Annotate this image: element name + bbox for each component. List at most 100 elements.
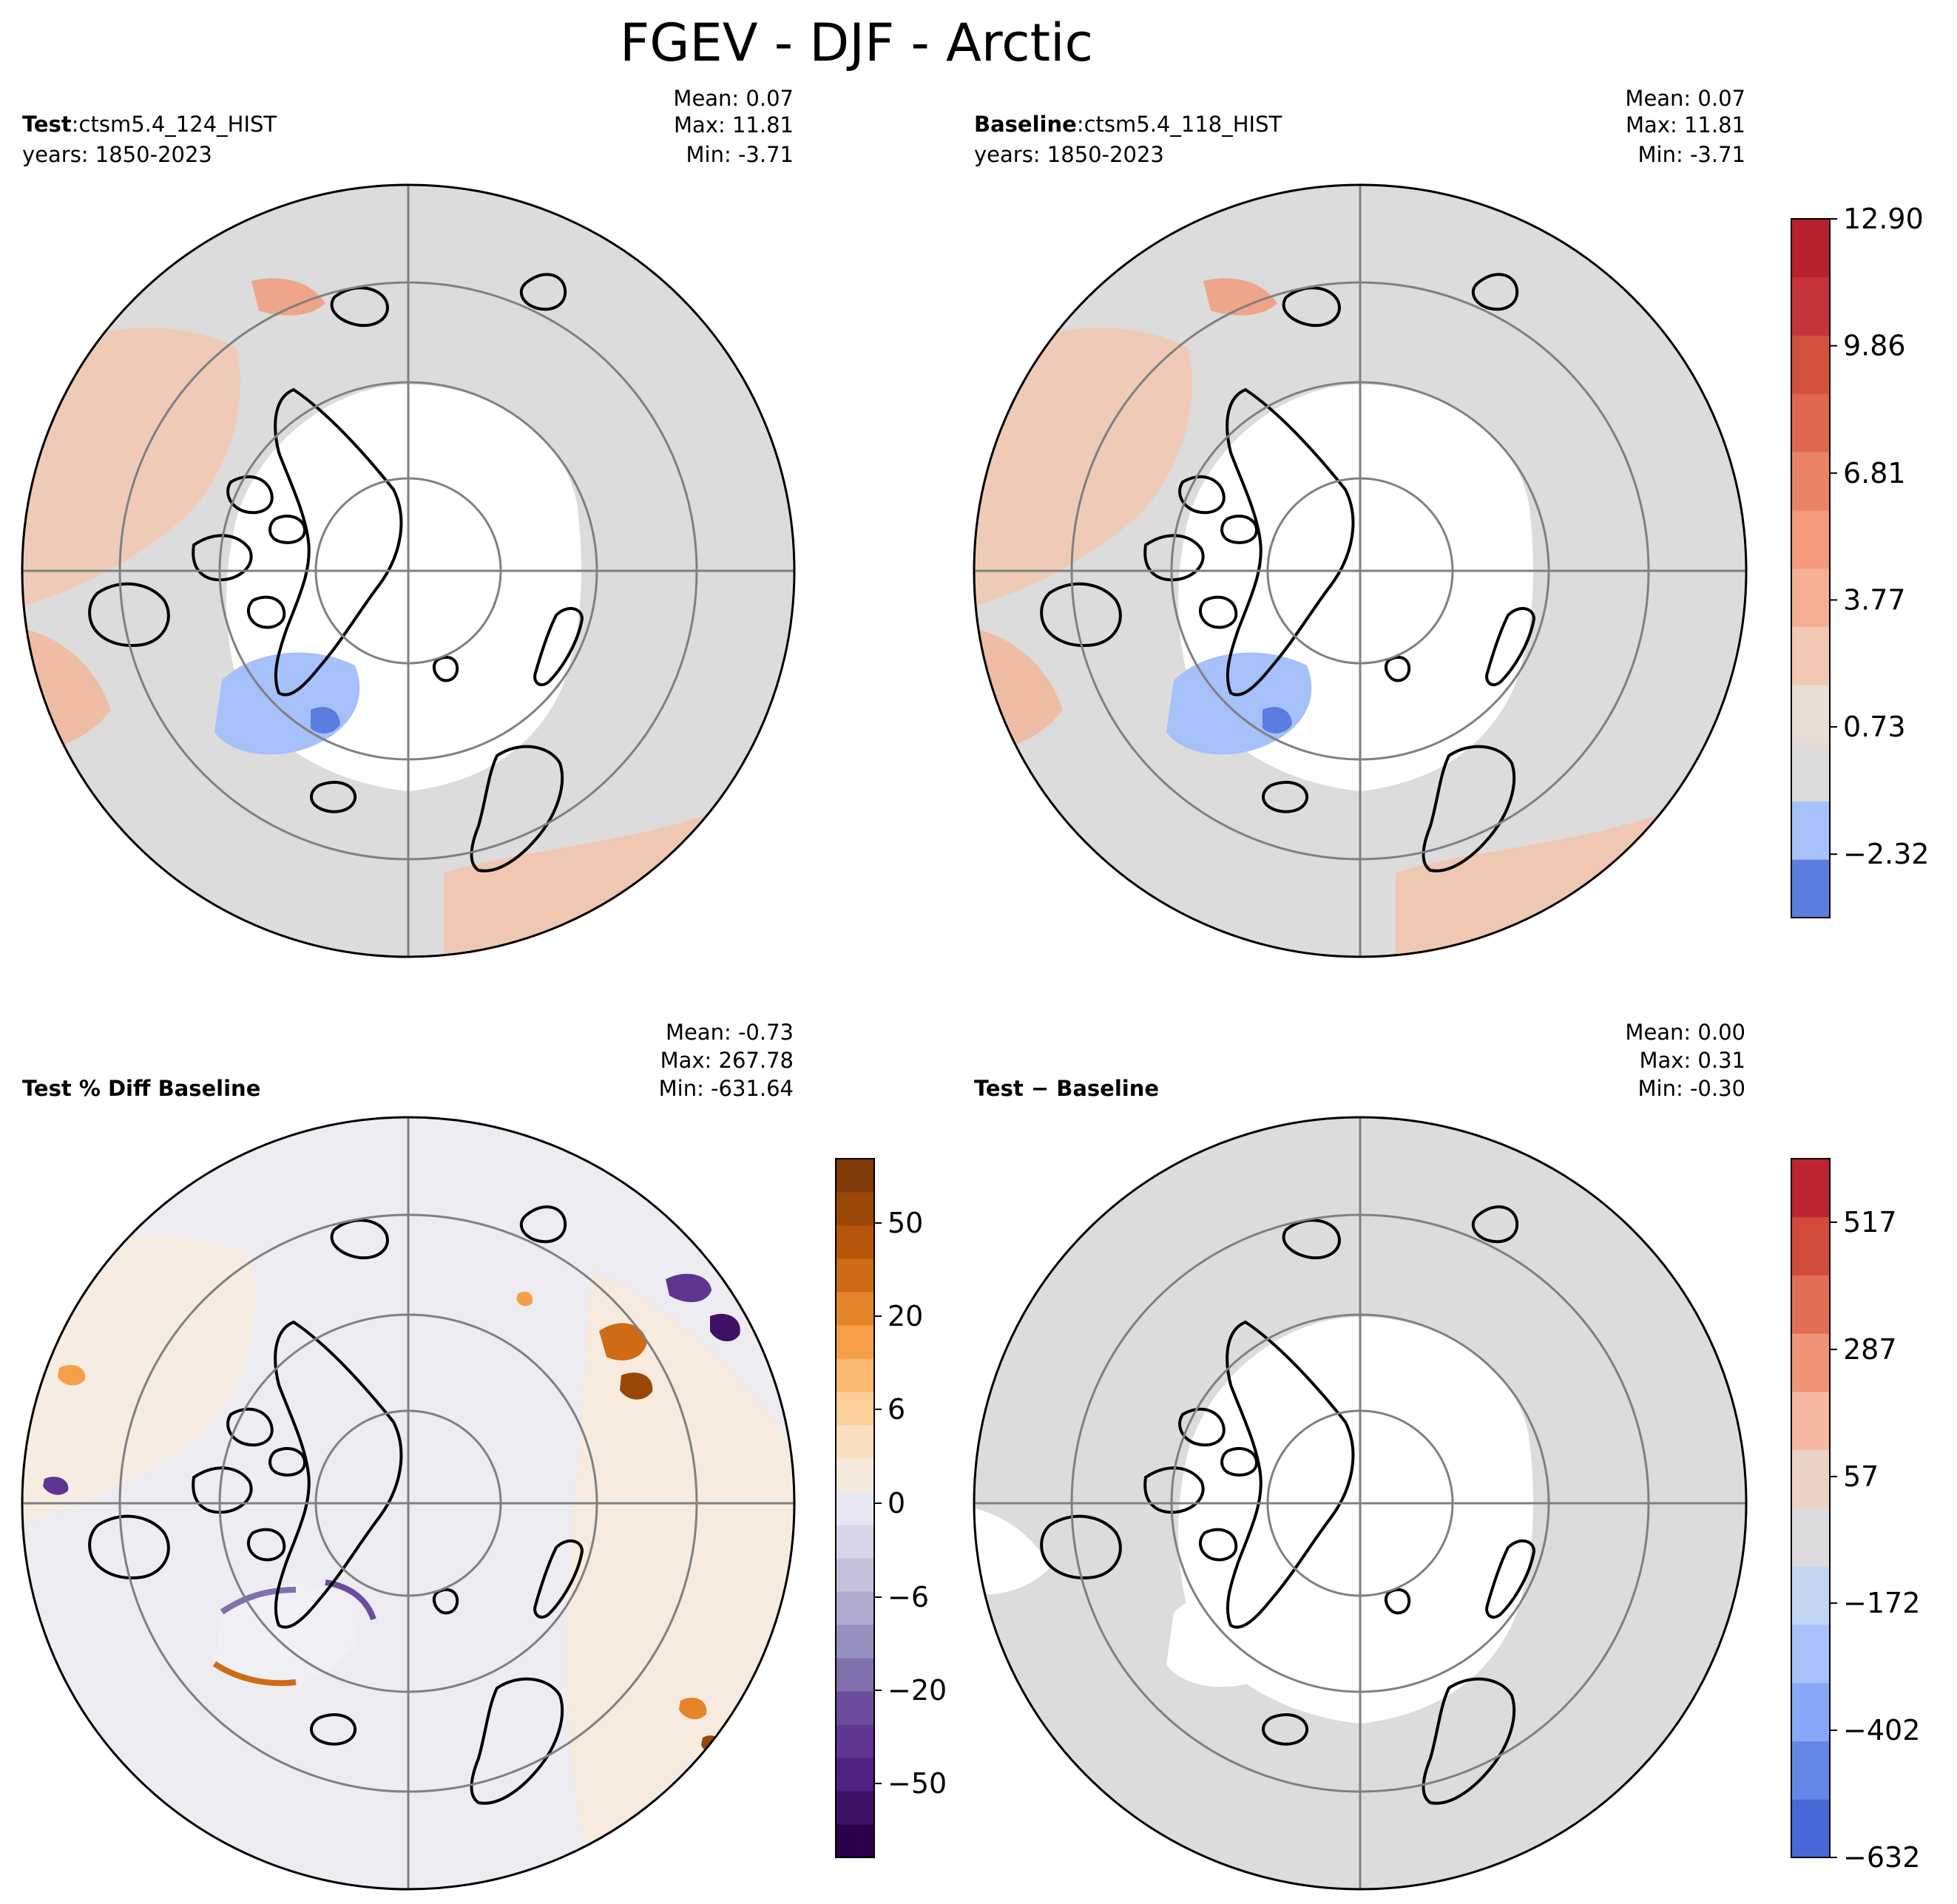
colorbar-percent-diff-segment	[836, 1658, 874, 1692]
colorbar-percent-diff-segment	[836, 1591, 874, 1625]
colorbar-percent-diff-segment	[836, 1392, 874, 1426]
colorbar-percent-diff-segment	[836, 1458, 874, 1492]
panel-difference-boundary	[973, 1116, 1748, 1891]
panel-difference-max: Max: 0.31	[1639, 1048, 1745, 1073]
colorbar-top: 12.90 9.86 6.81 3.77 0.73 −2.32	[1791, 203, 1929, 918]
colorbar-percent-diff-segment	[836, 1425, 874, 1459]
colorbar-top-tick-label: 3.77	[1843, 583, 1906, 616]
panel-baseline-mean: Mean: 0.07	[1625, 86, 1745, 111]
colorbar-top-segment	[1791, 335, 1830, 394]
colorbar-difference-tick-label: −402	[1843, 1714, 1920, 1747]
panel-baseline-header: Baseline:ctsm5.4_118_HIST	[974, 112, 1282, 137]
colorbar-percent-diff-segment	[836, 1491, 874, 1525]
panel-percent-diff: Test % Diff Baseline Mean: -0.73 Max: 26…	[21, 1020, 796, 1891]
panel-difference-graticule	[974, 1117, 1746, 1889]
colorbar-top-segment	[1791, 452, 1830, 511]
panel-difference-label: Test − Baseline	[974, 1076, 1159, 1101]
colorbar-percent-diff: 50 20 6 0 −6 −20 −50	[835, 1158, 947, 1858]
colorbar-top-tick-label: 0.73	[1843, 711, 1906, 743]
panel-test-years: years: 1850-2023	[22, 142, 212, 167]
colorbar-difference-segment	[1791, 1216, 1830, 1275]
colorbar-top-segment	[1791, 277, 1830, 336]
colorbar-difference-segment	[1791, 1625, 1830, 1684]
colorbar-difference-segment	[1791, 1159, 1830, 1218]
colorbar-difference-segment	[1791, 1508, 1830, 1567]
colorbar-difference-segment	[1791, 1566, 1830, 1625]
panel-difference-mean: Mean: 0.00	[1625, 1020, 1745, 1045]
colorbar-percent-diff-segment	[836, 1558, 874, 1592]
colorbar-top-tick-label: −2.32	[1843, 838, 1929, 870]
colorbar-top-tick-label: 12.90	[1843, 203, 1924, 235]
colorbar-percent-diff-segment	[836, 1758, 874, 1792]
colorbar-percent-diff-segment	[836, 1292, 874, 1326]
panel-baseline-max: Max: 11.81	[1626, 112, 1745, 138]
colorbar-percent-diff-tick-label: 20	[888, 1300, 923, 1332]
colorbar-top-segment	[1791, 568, 1830, 627]
colorbar-difference-segment	[1791, 1392, 1830, 1451]
panel-baseline-graticule	[974, 185, 1746, 957]
colorbar-top-segment	[1791, 859, 1830, 918]
colorbar-percent-diff-tick-label: −50	[888, 1767, 947, 1800]
panel-test: Test:ctsm5.4_124_HIST years: 1850-2023 M…	[21, 86, 796, 958]
colorbar-top-segment	[1791, 801, 1830, 860]
colorbar-top-segment	[1791, 393, 1830, 453]
colorbar-percent-diff-segment	[836, 1258, 874, 1293]
panel-difference: Test − Baseline Mean: 0.00 Max: 0.31 Min…	[973, 1020, 1748, 1891]
colorbar-percent-diff-segment	[836, 1691, 874, 1725]
panel-percent-diff-mean: Mean: -0.73	[666, 1020, 794, 1045]
panel-percent-diff-label: Test % Diff Baseline	[22, 1076, 260, 1101]
colorbar-difference-segment	[1791, 1449, 1830, 1508]
panel-test-max: Max: 11.81	[674, 112, 794, 138]
colorbar-top-segment	[1791, 685, 1830, 744]
colorbar-percent-diff-segment	[836, 1724, 874, 1758]
colorbar-difference: 517 287 57 −172 −402 −632	[1791, 1158, 1920, 1874]
panel-test-sep: :	[72, 112, 79, 137]
panel-baseline-label: Baseline	[974, 112, 1077, 137]
colorbar-percent-diff-segment	[836, 1192, 874, 1226]
colorbar-difference-tick-label: 287	[1843, 1333, 1897, 1366]
colorbar-top-segment	[1791, 219, 1830, 278]
colorbar-difference-segment	[1791, 1275, 1830, 1334]
colorbar-percent-diff-segment	[836, 1358, 874, 1392]
panel-test-boundary	[21, 183, 796, 958]
panel-test-case: ctsm5.4_124_HIST	[79, 112, 277, 137]
panel-baseline-years: years: 1850-2023	[974, 142, 1164, 167]
panel-test-label: Test	[22, 112, 72, 137]
colorbar-difference-segment	[1791, 1333, 1830, 1392]
colorbar-top-tick-label: 6.81	[1843, 457, 1906, 489]
colorbar-percent-diff-segment	[836, 1159, 874, 1193]
colorbar-percent-diff-tick-label: 50	[888, 1207, 923, 1239]
colorbar-top-segment	[1791, 626, 1830, 685]
colorbar-difference-frame	[1791, 1158, 1831, 1858]
colorbar-difference-segment	[1791, 1741, 1830, 1800]
panel-percent-diff-min: Min: -631.64	[659, 1076, 794, 1101]
colorbar-difference-tick-label: 517	[1843, 1206, 1897, 1239]
colorbar-top-tick-label: 9.86	[1843, 330, 1906, 362]
colorbar-percent-diff-segment	[836, 1225, 874, 1259]
colorbar-percent-diff-segment	[836, 1824, 874, 1858]
colorbar-difference-tick-label: 57	[1843, 1460, 1879, 1493]
panel-test-min: Min: -3.71	[686, 142, 794, 167]
colorbar-difference-segment	[1791, 1799, 1830, 1858]
colorbar-percent-diff-segment	[836, 1791, 874, 1825]
colorbar-top-frame	[1791, 218, 1831, 918]
colorbar-top-segment	[1791, 742, 1830, 802]
colorbar-percent-diff-segment	[836, 1625, 874, 1659]
figure-title: FGEV - DJF - Arctic	[620, 13, 1093, 73]
panel-percent-diff-graticule	[22, 1117, 794, 1889]
panel-percent-diff-max: Max: 267.78	[660, 1048, 794, 1073]
colorbar-percent-diff-tick-label: −20	[888, 1674, 947, 1707]
panel-baseline-boundary	[973, 183, 1748, 958]
colorbar-percent-diff-segment	[836, 1525, 874, 1559]
colorbar-percent-diff-tick-label: 6	[888, 1393, 905, 1426]
panel-percent-diff-boundary	[21, 1116, 796, 1891]
colorbar-difference-segment	[1791, 1682, 1830, 1741]
panel-test-header: Test:ctsm5.4_124_HIST	[22, 112, 277, 137]
colorbar-percent-diff-tick-label: 0	[888, 1487, 905, 1520]
colorbar-top-segment	[1791, 509, 1830, 569]
panel-baseline-min: Min: -3.71	[1638, 142, 1745, 167]
colorbar-difference-tick-label: −172	[1843, 1587, 1920, 1619]
panel-difference-min: Min: -0.30	[1638, 1076, 1745, 1101]
colorbar-difference-tick-label: −632	[1843, 1841, 1920, 1874]
